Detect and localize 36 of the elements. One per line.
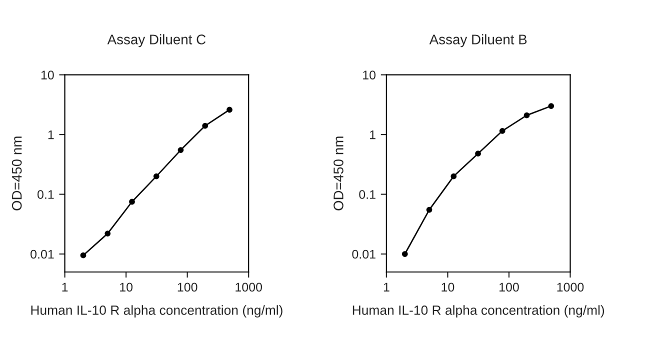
- point: [548, 103, 554, 109]
- point: [226, 106, 232, 113]
- x-tick-label: 100: [178, 282, 198, 292]
- y-tick-label: 10: [363, 70, 376, 80]
- x-tick-label: 1000: [236, 282, 262, 292]
- point: [202, 122, 208, 129]
- y-tick-label: 0.01: [352, 250, 376, 259]
- point: [450, 173, 457, 180]
- x-tick-label: 10: [120, 282, 133, 292]
- y-tick-label: 0.01: [30, 250, 54, 259]
- point: [426, 206, 432, 213]
- y-axis-title: OD=450 nm: [334, 136, 344, 210]
- x-tick-label: 1000: [557, 282, 584, 292]
- x-axis-title: Human IL-10 R alpha concentration (ng/ml): [31, 305, 282, 318]
- chart-title: Assay Diluent C: [107, 34, 206, 48]
- point: [178, 147, 184, 153]
- x-tick-label: 100: [500, 282, 519, 292]
- point: [153, 173, 160, 180]
- y-tick-label: 0.1: [359, 190, 376, 199]
- point: [80, 252, 86, 258]
- chart-title: Assay Diluent B: [429, 34, 527, 48]
- point: [104, 230, 111, 237]
- point: [475, 150, 481, 157]
- point: [129, 198, 135, 205]
- y-tick-label: 0.1: [37, 190, 54, 199]
- x-axis-title: Human IL-10 R alpha concentration (ng/ml): [352, 305, 604, 318]
- y-tick-label: 1: [370, 130, 376, 140]
- y-axis-title: OD=450 nm: [12, 136, 22, 210]
- point: [402, 251, 408, 257]
- point: [524, 112, 530, 118]
- x-tick-label: 10: [442, 282, 454, 292]
- y-tick-label: 10: [41, 70, 54, 80]
- y-tick-label: 1: [48, 130, 54, 140]
- x-tick-label: 1: [62, 282, 68, 292]
- x-tick-label: 1: [384, 282, 390, 292]
- point: [499, 128, 506, 134]
